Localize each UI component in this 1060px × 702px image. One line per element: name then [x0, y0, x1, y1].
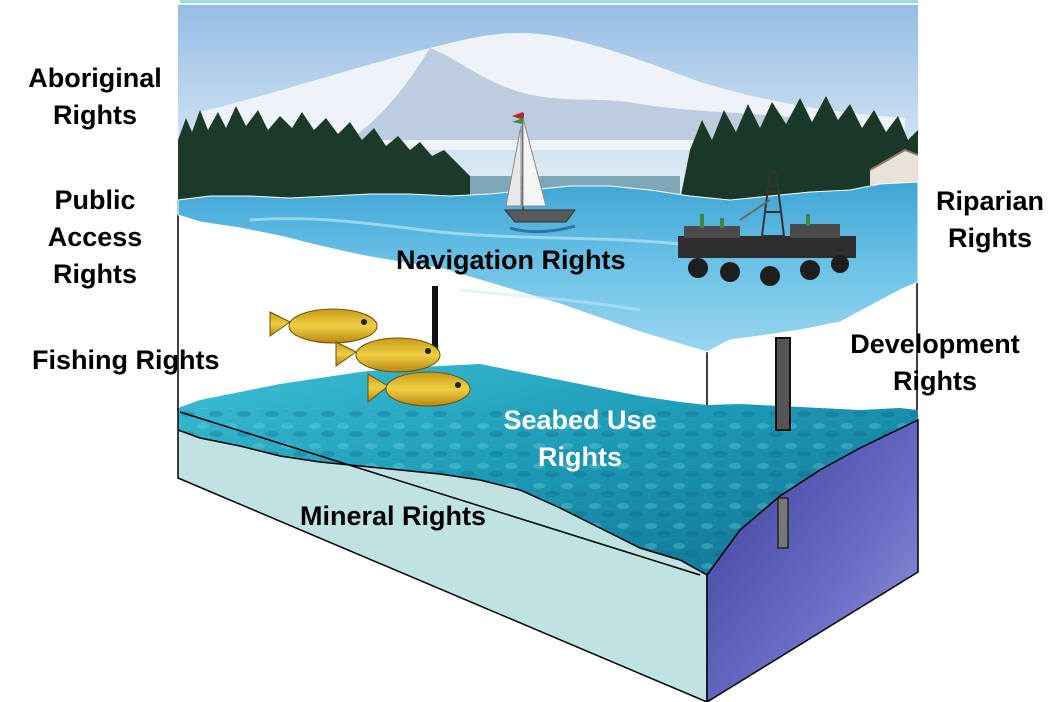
right-forest [680, 96, 918, 200]
mineral-pipe [777, 497, 789, 549]
development-pipe [775, 337, 791, 431]
fish-icon-3 [367, 371, 471, 407]
sailboat-icon [503, 112, 576, 234]
box-side-face [706, 418, 919, 702]
landscape-photo [178, 5, 919, 200]
label-navigation-rights: Navigation Rights [396, 245, 626, 275]
left-forest [178, 106, 470, 200]
fishing-rights-pipe [432, 286, 438, 360]
label-public-access-rights: Public Access Rights [47, 185, 143, 289]
label-seabed-use-rights: Seabed Use Rights [503, 405, 657, 472]
water-surface [177, 181, 919, 353]
oil-platform-icon [678, 171, 856, 286]
label-mineral-rights: Mineral Rights [300, 501, 487, 531]
label-aboriginal-rights: Aboriginal Rights [28, 63, 162, 130]
label-riparian-rights: Riparian Rights [935, 186, 1045, 253]
fish-icon-2 [335, 337, 441, 373]
fish-icon-1 [269, 308, 378, 344]
label-fishing-rights: Fishing Rights [32, 345, 220, 375]
label-development-rights: Development Rights [850, 329, 1020, 396]
